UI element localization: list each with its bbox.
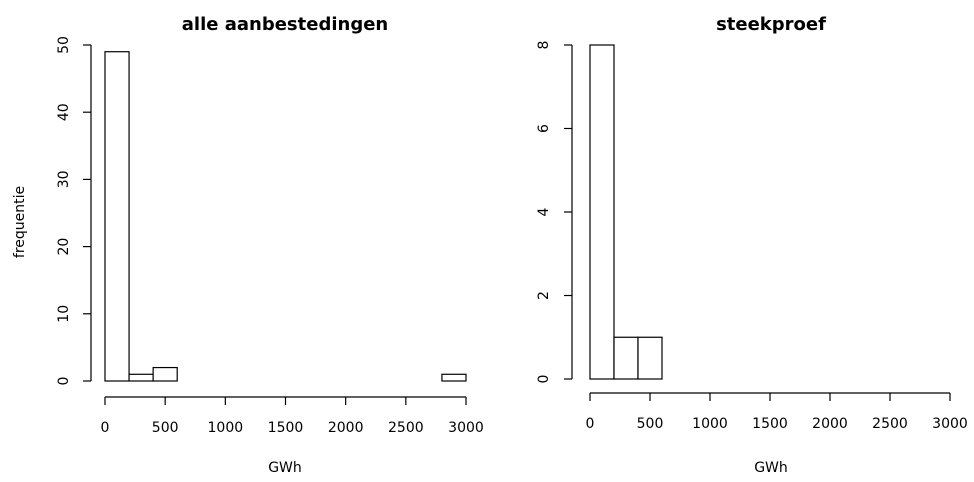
bars-left (104, 51, 467, 382)
x-tick-label-left: 1000 (208, 420, 244, 436)
x-tick-label-left: 0 (101, 420, 110, 436)
y-tick-label-left: 50 (56, 36, 72, 54)
y-tick-label-right: 8 (536, 41, 552, 50)
x-tick-label-right: 1500 (752, 416, 788, 432)
x-tick-label-left: 500 (152, 420, 179, 436)
x-tick-label-left: 2000 (328, 420, 364, 436)
y-tick-label-right: 4 (536, 207, 552, 216)
y-tick-label-right: 0 (536, 375, 552, 384)
histogram-bar-right (613, 336, 639, 380)
histogram-bar-left (441, 373, 467, 382)
x-tick-label-right: 2500 (872, 416, 908, 432)
x-tick-label-right: 0 (586, 416, 595, 432)
bars-right (589, 44, 663, 380)
y-axis-right: 0 2 4 6 8 (536, 41, 573, 384)
histogram-bar-right (589, 44, 615, 380)
histogram-bar-left (152, 366, 178, 382)
x-axis-left: 0 500 1000 1500 2000 2500 3000 (101, 396, 484, 436)
x-tick-label-right: 2000 (812, 416, 848, 432)
y-axis-label-left: frequentie (12, 186, 28, 258)
y-tick-label-left: 10 (56, 305, 72, 323)
y-tick-label-right: 2 (536, 291, 552, 300)
x-axis-label-right: GWh (754, 460, 788, 476)
y-tick-label-left: 0 (56, 377, 72, 386)
y-axis-left: 0 10 20 30 40 50 (56, 36, 92, 386)
y-tick-label-left: 20 (56, 238, 72, 256)
y-tick-label-left: 40 (56, 103, 72, 121)
x-tick-label-left: 1500 (268, 420, 304, 436)
x-axis-right: 0 500 1000 1500 2000 2500 3000 (586, 392, 968, 432)
x-axis-label-left: GWh (268, 460, 302, 476)
chart-title-right: steekproef (716, 14, 826, 35)
y-tick-label-right: 6 (536, 124, 552, 133)
x-tick-label-right: 500 (637, 416, 664, 432)
x-tick-label-left: 3000 (448, 420, 484, 436)
histogram-bar-left (128, 373, 154, 382)
x-tick-label-right: 3000 (932, 416, 968, 432)
chart-title-left: alle aanbestedingen (182, 14, 388, 35)
y-tick-label-left: 30 (56, 170, 72, 188)
histogram-bar-right (637, 336, 663, 380)
histogram-bar-left (104, 51, 130, 382)
x-tick-label-right: 1000 (692, 416, 728, 432)
x-tick-label-left: 2500 (388, 420, 424, 436)
